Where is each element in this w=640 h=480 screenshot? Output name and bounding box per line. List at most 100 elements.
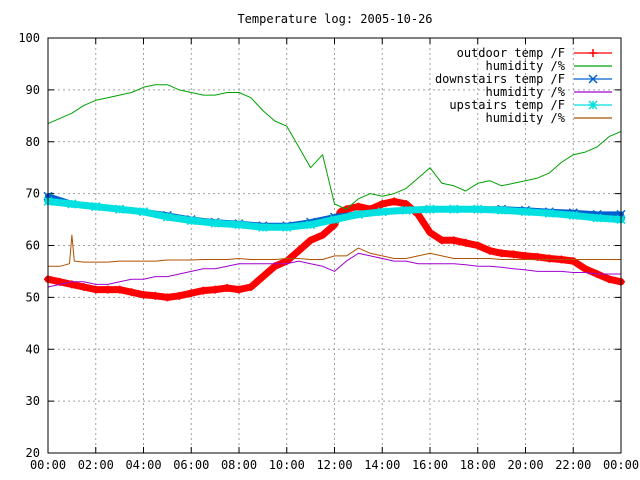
- series-marker: [199, 286, 208, 295]
- plot-area: [43, 84, 626, 302]
- x-tick-label: 04:00: [125, 458, 161, 472]
- series-marker: [246, 283, 255, 291]
- y-tick-label: 80: [26, 135, 40, 149]
- series-marker: [115, 204, 125, 214]
- series-marker: [461, 238, 470, 247]
- series-marker: [186, 216, 196, 226]
- series-marker: [544, 208, 554, 218]
- series-marker: [163, 293, 172, 302]
- series-marker: [449, 204, 459, 214]
- series-marker: [139, 290, 148, 299]
- series-line: [47, 84, 622, 210]
- x-tick-label: 00:00: [30, 458, 66, 472]
- legend-label: upstairs temp /F: [449, 98, 565, 112]
- series-marker: [235, 285, 243, 294]
- legend-label: downstairs temp /F: [435, 72, 565, 86]
- y-tick-label: 20: [26, 446, 40, 460]
- legend-label: humidity /%: [486, 111, 566, 125]
- series-4: [43, 196, 626, 232]
- series-marker: [449, 236, 458, 245]
- series-marker: [354, 202, 363, 211]
- x-tick-label: 14:00: [364, 458, 400, 472]
- x-tick-label: 06:00: [173, 458, 209, 472]
- series-marker: [497, 205, 507, 215]
- series-marker: [258, 222, 268, 232]
- y-tick-label: 40: [26, 342, 40, 356]
- series-marker: [115, 285, 124, 294]
- series-marker: [151, 291, 160, 300]
- x-tick-label: 02:00: [78, 458, 114, 472]
- series-marker: [91, 202, 101, 212]
- series-marker: [569, 257, 578, 266]
- series-marker: [401, 205, 411, 215]
- series-marker: [234, 220, 244, 230]
- series-marker: [509, 250, 518, 259]
- series-marker: [588, 74, 598, 84]
- x-tick-label: 00:00: [603, 458, 639, 472]
- series-line: [47, 234, 622, 267]
- series-marker: [223, 284, 232, 293]
- series-marker: [377, 207, 387, 217]
- series-marker: [91, 285, 100, 294]
- series-marker: [103, 285, 112, 294]
- plot-frame: [47, 37, 622, 454]
- y-axis: 20 30 40 50 60 70 80 90 100: [18, 31, 621, 460]
- series-marker: [545, 254, 554, 263]
- series-marker: [426, 228, 434, 237]
- y-tick-label: 60: [26, 239, 40, 253]
- series-marker: [306, 220, 316, 230]
- x-tick-label: 20:00: [507, 458, 543, 472]
- series-marker: [589, 49, 597, 57]
- series-marker: [497, 249, 506, 258]
- series-marker: [520, 207, 531, 217]
- series-marker: [211, 285, 220, 294]
- chart-title: Temperature log: 2005-10-26: [237, 12, 432, 26]
- series-marker: [425, 204, 435, 214]
- series-marker: [592, 213, 602, 223]
- series-marker: [437, 236, 446, 245]
- y-tick-label: 50: [26, 290, 40, 304]
- series-marker: [390, 197, 399, 206]
- series-marker: [210, 218, 220, 228]
- series-marker: [318, 231, 327, 240]
- series-marker: [353, 209, 363, 219]
- series-marker: [282, 222, 292, 232]
- grid-lines: [48, 38, 621, 453]
- series-marker: [378, 200, 387, 208]
- series-marker: [79, 283, 88, 291]
- series-1: [47, 84, 622, 210]
- series-line: [47, 252, 622, 288]
- series-marker: [605, 275, 614, 284]
- x-tick-label: 12:00: [316, 458, 352, 472]
- x-tick-label: 10:00: [269, 458, 305, 472]
- series-marker: [568, 210, 578, 220]
- series-marker: [329, 215, 340, 225]
- y-tick-label: 70: [26, 187, 40, 201]
- x-tick-label: 16:00: [412, 458, 448, 472]
- series-marker: [187, 289, 196, 298]
- series-marker: [162, 212, 172, 222]
- y-tick-label: 30: [26, 394, 40, 408]
- series-marker: [127, 288, 136, 297]
- series-marker: [521, 251, 530, 260]
- series-marker: [485, 246, 494, 255]
- x-axis: 00:00 02:00 04:00 06:00 08:00 10:00 12:00 14:00…: [30, 38, 639, 472]
- series-5: [47, 234, 622, 267]
- legend-label: outdoor temp /F: [457, 46, 565, 60]
- y-tick-label: 100: [18, 31, 40, 45]
- x-tick-label: 22:00: [555, 458, 591, 472]
- series-marker: [473, 241, 482, 250]
- series-marker: [588, 100, 598, 110]
- legend-label: humidity /%: [486, 85, 566, 99]
- series-marker: [175, 291, 184, 300]
- series-marker: [473, 204, 483, 214]
- series-marker: [258, 272, 267, 281]
- series-marker: [67, 199, 77, 209]
- x-tick-label: 08:00: [221, 458, 257, 472]
- series-marker: [581, 264, 590, 273]
- series-marker: [306, 236, 315, 245]
- x-tick-label: 18:00: [460, 458, 496, 472]
- legend-label: humidity /%: [486, 59, 566, 73]
